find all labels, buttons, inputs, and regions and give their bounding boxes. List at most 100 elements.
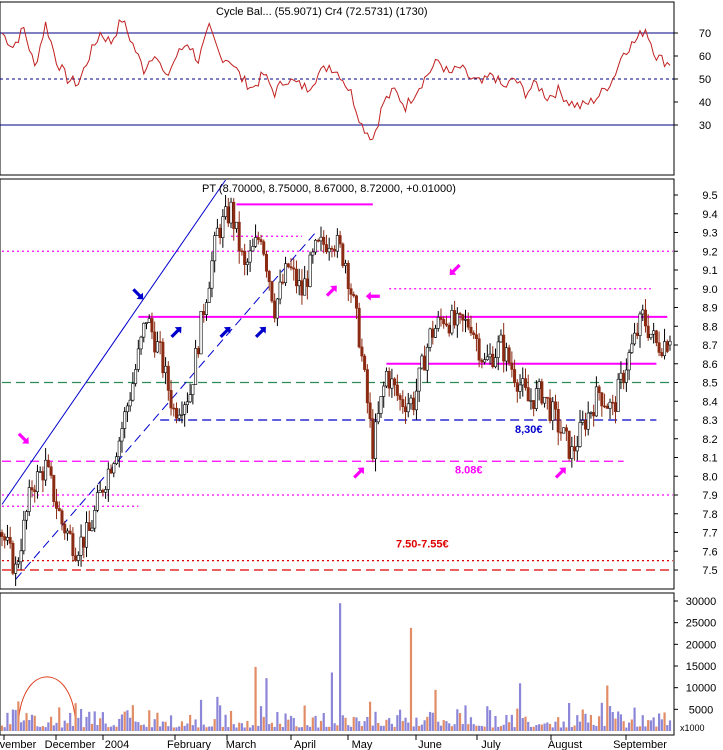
candle xyxy=(540,378,544,406)
candle xyxy=(619,361,623,390)
candle xyxy=(502,322,506,373)
candle-body xyxy=(147,318,151,323)
volume-bar xyxy=(483,726,486,731)
candle-body xyxy=(134,369,138,384)
volume-bar xyxy=(232,724,235,731)
candle xyxy=(534,380,538,412)
volume-bar xyxy=(276,712,279,731)
price-tick-label: 9.4 xyxy=(702,209,717,221)
volume-bar xyxy=(259,706,263,731)
candle-body xyxy=(652,330,656,335)
candle-body xyxy=(273,300,277,319)
candle xyxy=(0,529,4,547)
volume-bar xyxy=(379,725,383,731)
candle-body xyxy=(281,281,285,284)
candle-body xyxy=(22,519,26,552)
candle-body xyxy=(649,333,653,339)
arrow-blue xyxy=(219,326,231,338)
candle-body xyxy=(41,471,45,481)
candle xyxy=(65,528,69,541)
volume-bar xyxy=(47,722,50,731)
candle-body xyxy=(164,365,168,374)
arrow-shape xyxy=(254,326,266,338)
volume-bar xyxy=(330,672,334,731)
candle-body xyxy=(384,371,388,387)
candle-body xyxy=(521,378,525,386)
volume-bar xyxy=(268,724,271,731)
volume-bar xyxy=(120,714,124,731)
volume-bar xyxy=(491,727,494,731)
candle-body xyxy=(338,235,342,245)
candle xyxy=(188,383,192,404)
volume-bar xyxy=(28,720,31,731)
candle xyxy=(605,403,609,409)
volume-bar xyxy=(611,712,614,731)
candle xyxy=(19,538,23,570)
volume-bar xyxy=(568,703,571,731)
candle xyxy=(611,394,615,416)
candle xyxy=(68,524,72,535)
volume-bar xyxy=(216,696,219,731)
volume-bar xyxy=(388,718,391,731)
candle xyxy=(71,527,75,562)
candle xyxy=(627,349,631,381)
candle-body xyxy=(638,313,642,336)
candle-body xyxy=(401,399,405,408)
candle xyxy=(453,300,457,329)
candle-body xyxy=(464,318,468,321)
candle xyxy=(191,384,195,405)
candle xyxy=(303,266,307,296)
candle xyxy=(523,368,527,391)
candle xyxy=(622,369,626,390)
candle xyxy=(90,520,94,532)
candle xyxy=(275,297,279,327)
volume-bar xyxy=(292,717,295,731)
candle-body xyxy=(510,362,514,370)
candle-body xyxy=(60,510,64,525)
candle xyxy=(158,331,162,355)
price-axis-ticks: 9.5 9.4 9.3 9.2 9.1 9.0 8.9 8.8 8.7 8.6 8.5 8.4 8.3 8… xyxy=(674,190,718,577)
volume-bar xyxy=(306,725,309,731)
volume-bar xyxy=(508,722,511,731)
price-panel: 9.5 9.4 9.3 9.2 9.1 9.0 8.9 8.8 8.7 8.6 8.5 8.4 8.3 8… xyxy=(0,178,718,590)
candle-body xyxy=(469,326,473,334)
candle xyxy=(243,243,247,276)
candle-body xyxy=(450,310,454,334)
candle xyxy=(518,374,522,399)
price-tick-label: 7.6 xyxy=(702,546,717,558)
volume-bar xyxy=(172,727,175,731)
volume-bar xyxy=(22,720,25,731)
candle xyxy=(273,293,277,323)
candle xyxy=(365,364,369,414)
rsi-levels xyxy=(0,32,674,126)
candle xyxy=(229,197,233,229)
volume-bar xyxy=(262,716,265,731)
candle-body xyxy=(294,268,298,287)
x-tick-label: July xyxy=(481,739,501,750)
candle-body xyxy=(106,468,110,490)
volume-bar xyxy=(88,711,91,731)
candle xyxy=(5,524,9,546)
volume-bar xyxy=(472,724,475,731)
candle-body xyxy=(95,492,99,511)
volume-bar xyxy=(322,713,325,731)
volume-bar xyxy=(595,725,598,731)
candle xyxy=(185,392,189,414)
candle-body xyxy=(286,263,290,267)
candle-body xyxy=(284,263,288,284)
volume-bar xyxy=(49,716,53,731)
candle xyxy=(436,310,440,332)
candle xyxy=(139,335,143,355)
candle xyxy=(382,381,386,408)
candle-body xyxy=(466,318,470,328)
candle-body xyxy=(374,421,378,459)
volume-bar xyxy=(644,726,647,731)
candle-body xyxy=(611,401,615,404)
price-tick-label: 8.4 xyxy=(702,396,717,408)
volume-bar xyxy=(442,720,445,731)
candle-body xyxy=(38,471,42,473)
candle xyxy=(548,389,552,424)
candle-body xyxy=(515,382,519,392)
candle-body xyxy=(480,359,484,363)
candle-body xyxy=(308,254,312,287)
